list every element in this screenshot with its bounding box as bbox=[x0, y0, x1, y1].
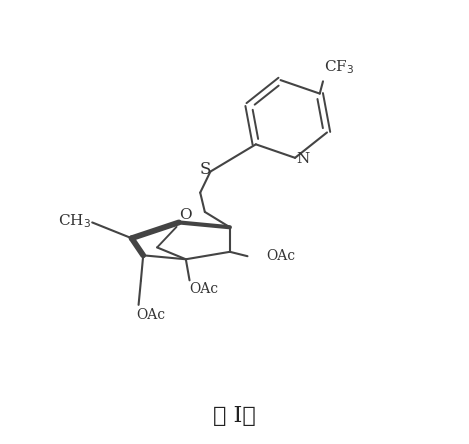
Text: 式 I。: 式 I。 bbox=[213, 405, 256, 427]
Text: CH$_3$: CH$_3$ bbox=[58, 213, 91, 230]
Text: OAc: OAc bbox=[266, 249, 295, 263]
Text: S: S bbox=[199, 161, 211, 178]
Text: O: O bbox=[179, 208, 192, 222]
Text: CF$_3$: CF$_3$ bbox=[324, 59, 354, 76]
Text: OAc: OAc bbox=[136, 308, 166, 321]
Text: OAc: OAc bbox=[189, 282, 219, 296]
Text: N: N bbox=[296, 152, 309, 166]
